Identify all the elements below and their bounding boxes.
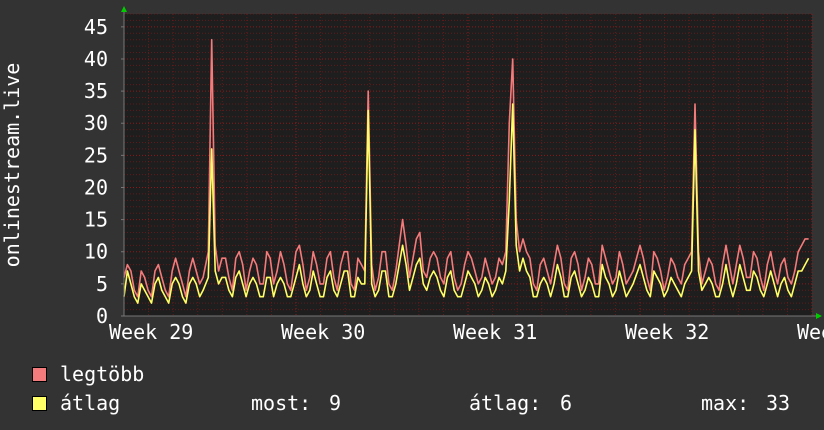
y-tick-label: 10 — [84, 240, 108, 264]
x-tick-label: Week 30 — [281, 320, 365, 344]
y-tick-label: 0 — [96, 304, 108, 328]
y-tick-label: 35 — [84, 79, 108, 103]
series-lines — [123, 38, 810, 304]
legend-label-max: legtöbb — [60, 362, 145, 386]
series-line-legt-bb — [123, 38, 809, 298]
stat-max-value: 33 — [766, 391, 791, 415]
y-tick-label: 45 — [84, 15, 108, 39]
stat-avg-label: átlag: — [469, 391, 542, 415]
x-tick-label: Week 29 — [109, 320, 193, 344]
y-tick-labels: 0 5 10 15 20 25 30 35 40 45 — [84, 15, 108, 328]
y-tick-label: 15 — [84, 208, 108, 232]
x-axis-arrow — [816, 313, 822, 319]
x-tick-label: Week 31 — [453, 320, 537, 344]
series-line-tlag — [123, 103, 810, 304]
y-tick-label: 30 — [84, 111, 108, 135]
y-axis-arrow — [121, 6, 127, 12]
y-tick-label: 20 — [84, 175, 108, 199]
legend-swatch-avg — [32, 396, 47, 411]
legend-label-avg: átlag — [60, 391, 121, 415]
y-tick-label: 5 — [96, 272, 108, 296]
y-tick-label: 25 — [84, 143, 108, 167]
stat-now-value: 9 — [329, 391, 342, 415]
stat-max-label: max: — [701, 391, 750, 415]
y-axis-label: onlinestream.live — [0, 63, 24, 268]
axes — [121, 6, 822, 319]
x-tick-label: Week 32 — [625, 320, 709, 344]
x-tick-labels: Week 29 Week 30 Week 31 Week 32 Week 33 — [109, 320, 824, 344]
x-tick-label: Week 33 — [797, 320, 824, 344]
line-chart: 0 5 10 15 20 25 30 35 40 45 Week 29 Week 30 Week 31… — [0, 6, 824, 344]
stat-avg-value: 6 — [560, 391, 573, 415]
legend-swatch-max — [32, 367, 47, 382]
y-tick-label: 40 — [84, 47, 108, 71]
stat-now-label: most: — [251, 391, 312, 415]
